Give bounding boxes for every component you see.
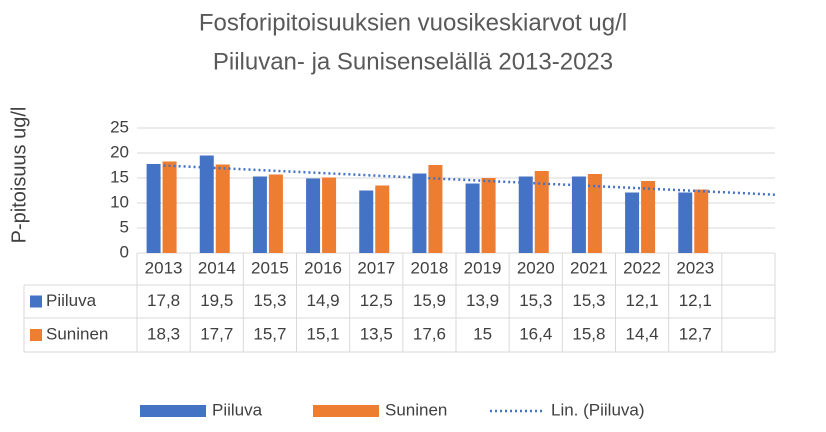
bar xyxy=(587,174,602,253)
table-value: 15,3 xyxy=(572,291,605,310)
legend-label: Suninen xyxy=(385,400,447,419)
bar xyxy=(252,176,267,253)
x-tick-label: 2019 xyxy=(464,258,502,277)
legend-key xyxy=(30,295,42,308)
table-value: 15,1 xyxy=(307,324,340,343)
bar xyxy=(162,161,177,253)
table-value: 19,5 xyxy=(200,291,233,310)
table-value: 17,6 xyxy=(413,324,446,343)
bar xyxy=(199,155,214,253)
table-value: 12,7 xyxy=(679,324,712,343)
table-value: 14,9 xyxy=(307,291,340,310)
table-value: 17,7 xyxy=(200,324,233,343)
bar xyxy=(322,177,337,253)
y-tick-label: 5 xyxy=(120,217,129,236)
y-tick-label: 0 xyxy=(120,242,129,261)
table-value: 15,9 xyxy=(413,291,446,310)
table-value: 12,5 xyxy=(360,291,393,310)
trendline xyxy=(163,164,776,196)
x-tick-label: 2015 xyxy=(251,258,289,277)
legend-key xyxy=(30,329,42,341)
legend-swatch xyxy=(140,405,206,417)
table-value: 14,4 xyxy=(626,324,659,343)
bar xyxy=(518,176,533,253)
bar xyxy=(215,164,230,253)
y-tick-label: 25 xyxy=(110,117,129,136)
bar xyxy=(359,190,374,253)
bar xyxy=(146,164,161,253)
table-value: 13,9 xyxy=(466,291,499,310)
bar xyxy=(306,178,321,253)
chart-title: Piiluvan- ja Sunisenselällä 2013-2023 xyxy=(213,48,613,75)
table-value: 13,5 xyxy=(360,324,393,343)
bar xyxy=(268,174,283,253)
table-value: 12,1 xyxy=(626,291,659,310)
bar xyxy=(412,173,427,253)
table-value: 17,8 xyxy=(147,291,180,310)
bar xyxy=(694,189,709,253)
chart-title: Fosforipitoisuuksien vuosikeskiarvot ug/… xyxy=(199,9,627,36)
x-tick-label: 2013 xyxy=(145,258,183,277)
table-value: 15,3 xyxy=(519,291,552,310)
table-value: 18,3 xyxy=(147,324,180,343)
bar xyxy=(678,192,693,253)
x-tick-label: 2018 xyxy=(411,258,449,277)
x-tick-label: 2021 xyxy=(570,258,608,277)
x-tick-label: 2023 xyxy=(676,258,714,277)
x-tick-label: 2016 xyxy=(304,258,342,277)
bar xyxy=(641,181,656,253)
x-tick-label: 2017 xyxy=(357,258,395,277)
y-axis-label: P-pitoisuus ug/l xyxy=(8,107,30,244)
row-label: Piiluva xyxy=(46,291,97,310)
row-label: Suninen xyxy=(46,324,108,343)
legend-swatch xyxy=(313,405,379,417)
bar xyxy=(428,165,443,253)
table-value: 15,3 xyxy=(253,291,286,310)
y-tick-label: 20 xyxy=(110,142,129,161)
bar xyxy=(534,171,549,253)
x-tick-label: 2022 xyxy=(623,258,661,277)
y-tick-label: 15 xyxy=(110,167,129,186)
x-tick-label: 2020 xyxy=(517,258,555,277)
bar xyxy=(625,192,640,253)
table-value: 12,1 xyxy=(679,291,712,310)
bar xyxy=(481,178,496,253)
y-tick-label: 10 xyxy=(110,192,129,211)
table-value: 16,4 xyxy=(519,324,552,343)
table-value: 15,8 xyxy=(572,324,605,343)
table-value: 15 xyxy=(473,324,492,343)
x-tick-label: 2014 xyxy=(198,258,236,277)
bar xyxy=(571,176,586,253)
bar xyxy=(465,183,480,253)
legend-label: Piiluva xyxy=(212,400,263,419)
table-value: 15,7 xyxy=(253,324,286,343)
bar xyxy=(375,185,390,253)
legend-label: Lin. (Piiluva) xyxy=(551,400,645,419)
